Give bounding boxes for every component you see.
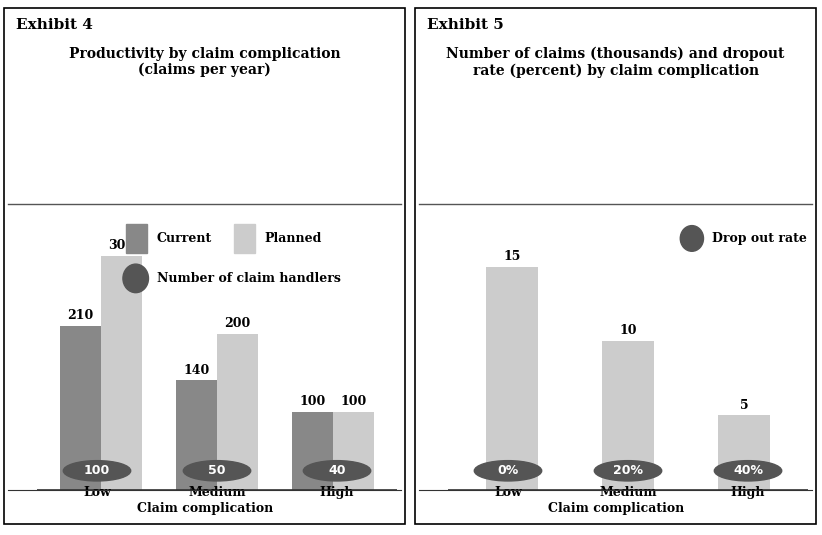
Text: High: High bbox=[320, 486, 354, 499]
Ellipse shape bbox=[123, 264, 149, 293]
Bar bbox=[602, 341, 654, 490]
Text: Claim complication: Claim complication bbox=[136, 502, 273, 515]
Text: 15: 15 bbox=[503, 250, 520, 263]
Text: Claim complication: Claim complication bbox=[547, 502, 684, 515]
Text: Medium: Medium bbox=[188, 486, 246, 499]
Text: Low: Low bbox=[83, 486, 111, 499]
Text: Planned: Planned bbox=[265, 232, 322, 245]
Text: 20%: 20% bbox=[613, 464, 643, 477]
Text: 100: 100 bbox=[300, 395, 326, 408]
Text: 200: 200 bbox=[224, 317, 251, 330]
Text: 40%: 40% bbox=[733, 464, 763, 477]
Text: Number of claims (thousands) and dropout
rate (percent) by claim complication: Number of claims (thousands) and dropout… bbox=[446, 47, 785, 78]
Text: 210: 210 bbox=[67, 309, 94, 323]
Text: Exhibit 5: Exhibit 5 bbox=[427, 18, 504, 32]
Text: 5: 5 bbox=[740, 399, 749, 412]
Text: Number of claim handlers: Number of claim handlers bbox=[157, 272, 340, 285]
Text: Productivity by claim complication
(claims per year): Productivity by claim complication (clai… bbox=[69, 47, 340, 77]
Bar bbox=[60, 326, 101, 490]
Bar bbox=[333, 411, 374, 490]
Bar bbox=[101, 256, 141, 490]
Bar bbox=[177, 380, 217, 490]
Bar bbox=[486, 266, 538, 490]
Bar bbox=[217, 334, 257, 490]
Text: 10: 10 bbox=[619, 325, 637, 338]
Text: Exhibit 4: Exhibit 4 bbox=[16, 18, 94, 32]
Bar bbox=[718, 415, 770, 490]
Text: Current: Current bbox=[157, 232, 212, 245]
Text: Low: Low bbox=[494, 486, 522, 499]
FancyBboxPatch shape bbox=[127, 224, 147, 253]
Text: 300: 300 bbox=[109, 239, 134, 252]
Text: 50: 50 bbox=[208, 464, 226, 477]
FancyBboxPatch shape bbox=[234, 224, 256, 253]
Text: 40: 40 bbox=[328, 464, 346, 477]
Text: 100: 100 bbox=[340, 395, 367, 408]
Text: 140: 140 bbox=[183, 364, 210, 377]
Text: Medium: Medium bbox=[599, 486, 657, 499]
Text: 0%: 0% bbox=[497, 464, 519, 477]
Ellipse shape bbox=[681, 226, 704, 251]
Text: High: High bbox=[731, 486, 765, 499]
Bar bbox=[293, 411, 333, 490]
Text: Drop out rate: Drop out rate bbox=[712, 232, 806, 245]
Text: 100: 100 bbox=[84, 464, 110, 477]
